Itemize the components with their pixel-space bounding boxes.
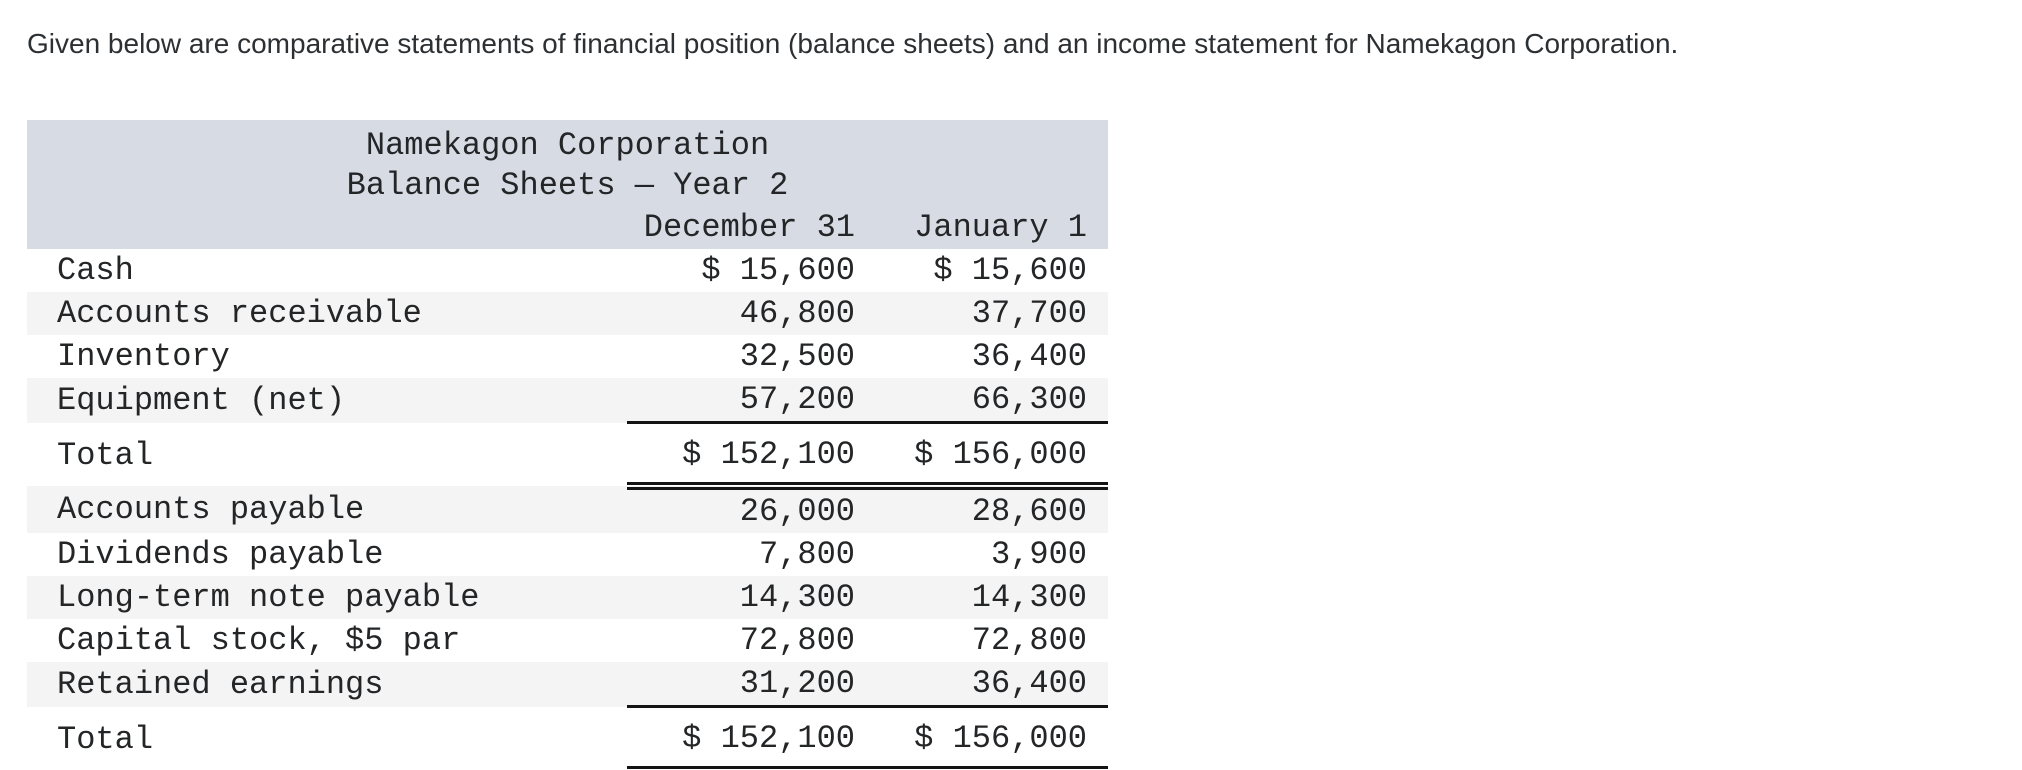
spacer-cell <box>1087 486 1109 533</box>
row-value-jan1: $ 156,000 <box>855 706 1087 770</box>
row-value-jan1: 3,900 <box>990 536 1087 573</box>
table-row-total-assets: Total $ 152,100 $ 156,000 <box>27 422 1109 490</box>
row-label: Accounts payable <box>27 486 627 533</box>
row-label: Total <box>57 721 154 759</box>
table-title: Namekagon Corporation <box>27 120 1109 166</box>
row-label: Dividends payable <box>57 536 384 573</box>
spacer-cell <box>1087 619 1108 662</box>
row-value-dec31: $ 15,600 <box>701 252 855 289</box>
column-header-row: December 31 January 1 <box>27 206 1109 249</box>
table-row-cash: Cash $ 15,600 $ 15,600 <box>27 249 1108 292</box>
row-value-dec31: 7,800 <box>758 536 855 573</box>
row-value-jan1: 36,400 <box>971 338 1087 375</box>
table-row-accounts-payable: Accounts payable 26,000 28,600 <box>27 486 1109 533</box>
table-subtitle: Balance Sheets — Year 2 <box>27 166 1109 206</box>
spacer-cell <box>1087 533 1108 576</box>
table-row-retained-earnings: Retained earnings 31,200 36,400 <box>27 662 1109 708</box>
row-label: Retained earnings <box>27 662 627 707</box>
table-row-equipment-net: Equipment (net) 57,200 66,300 <box>27 378 1109 424</box>
row-value-jan1: 28,600 <box>855 486 1087 533</box>
spacer-cell <box>1087 662 1109 708</box>
spacer-cell <box>1087 378 1109 424</box>
table-row-dividends-payable: Dividends payable 7,800 3,900 <box>27 533 1108 576</box>
table-row-accounts-receivable: Accounts receivable 46,800 37,700 <box>27 292 1109 335</box>
row-value-dec31: 32,500 <box>739 338 855 375</box>
table-row-capital-stock: Capital stock, $5 par 72,800 72,800 <box>27 619 1108 662</box>
row-label: Equipment (net) <box>27 378 627 423</box>
row-value-dec31: 14,300 <box>627 576 855 619</box>
spacer-cell <box>1087 249 1108 292</box>
row-value-jan1: $ 156,000 <box>855 422 1087 490</box>
row-value-jan1: 66,300 <box>855 378 1087 424</box>
column-header-empty <box>27 206 627 249</box>
row-value-jan1: $ 15,600 <box>933 252 1087 289</box>
row-value-jan1: 37,700 <box>855 292 1087 335</box>
row-value-dec31: 46,800 <box>627 292 855 335</box>
table-row-long-term-note-payable: Long-term note payable 14,300 14,300 <box>27 576 1109 619</box>
row-value-dec31: 57,200 <box>627 378 855 424</box>
table-subtitle-row: Balance Sheets — Year 2 <box>27 166 1109 206</box>
row-value-dec31: 31,200 <box>627 662 855 708</box>
intro-text: Given below are comparative statements o… <box>27 28 1679 59</box>
row-value-jan1: 36,400 <box>855 662 1087 708</box>
spacer-cell <box>1087 292 1109 335</box>
row-value-dec31: 72,800 <box>739 622 855 659</box>
row-label: Long-term note payable <box>27 576 627 619</box>
table-title-row: Namekagon Corporation <box>27 120 1109 166</box>
row-value-jan1: 14,300 <box>855 576 1087 619</box>
spacer-cell <box>1087 422 1109 490</box>
row-value-dec31: $ 152,100 <box>627 422 855 490</box>
spacer-cell <box>1087 335 1108 378</box>
row-value-dec31: 26,000 <box>627 486 855 533</box>
row-value-dec31: $ 152,100 <box>627 706 855 770</box>
spacer-cell <box>1087 706 1109 770</box>
spacer-cell <box>1087 206 1109 249</box>
row-label: Inventory <box>57 338 230 375</box>
table-row-total-liabilities-equity: Total $ 152,100 $ 156,000 <box>27 706 1109 770</box>
balance-sheet-table: Namekagon Corporation Balance Sheets — Y… <box>27 120 1109 770</box>
row-label: Total <box>57 437 154 475</box>
column-header-december-31: December 31 <box>627 206 855 249</box>
row-value-jan1: 72,800 <box>971 622 1087 659</box>
row-label: Capital stock, $5 par <box>57 622 461 659</box>
row-label: Accounts receivable <box>27 292 627 335</box>
table-row-inventory: Inventory 32,500 36,400 <box>27 335 1108 378</box>
column-header-january-1: January 1 <box>855 206 1087 249</box>
row-label: Cash <box>57 252 134 289</box>
spacer-cell <box>1087 576 1109 619</box>
